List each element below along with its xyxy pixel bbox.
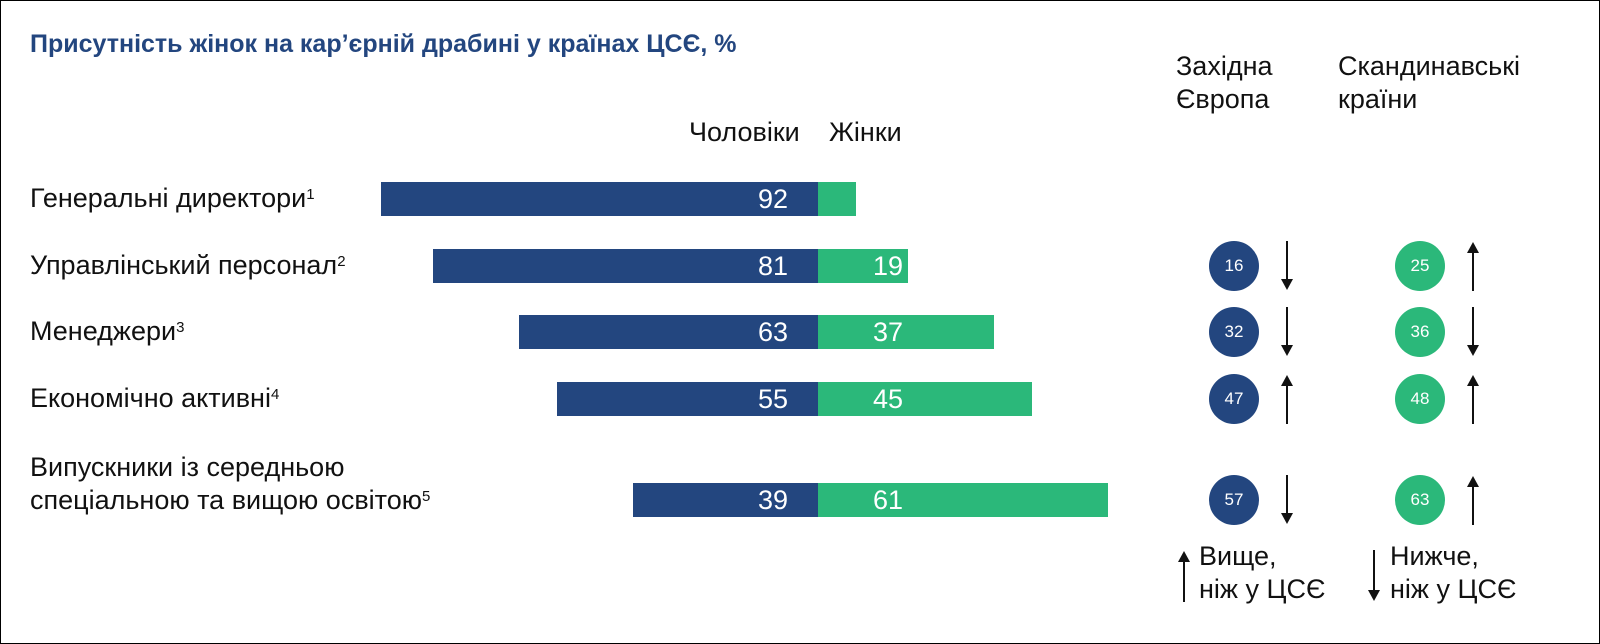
arrow-down-icon bbox=[1368, 550, 1380, 601]
men-bar bbox=[632, 483, 818, 517]
women-bar bbox=[818, 483, 1108, 517]
row-label-line2: спеціальною та вищою освітою bbox=[30, 485, 422, 515]
arrow-down-icon bbox=[1281, 241, 1293, 290]
row-label: Управлінський персонал2 bbox=[30, 249, 346, 282]
west-value-circle: 32 bbox=[1209, 307, 1259, 357]
header-scand-line1: Скандинавські bbox=[1338, 51, 1521, 81]
women-value-label: 61 bbox=[872, 485, 904, 515]
arrow-up-icon bbox=[1467, 375, 1479, 424]
west-value-circle: 57 bbox=[1209, 475, 1259, 525]
men-value-label: 39 bbox=[757, 485, 789, 515]
row-label-text: Економічно активні bbox=[30, 383, 271, 413]
women-value-label: 8 bbox=[880, 184, 896, 214]
scand-value-circle: 48 bbox=[1395, 374, 1445, 424]
legend-lower-line1: Нижче, bbox=[1390, 541, 1479, 571]
header-men: Чоловіки bbox=[689, 117, 800, 147]
footnote-mark: 3 bbox=[176, 319, 185, 336]
men-bar bbox=[433, 249, 818, 283]
row-label-text: Менеджери bbox=[30, 316, 177, 346]
men-value-label: 63 bbox=[757, 317, 789, 347]
chart-title: Присутність жінок на кар’єрній драбині у… bbox=[30, 30, 737, 58]
scand-value-circle: 36 bbox=[1395, 307, 1445, 357]
women-bar bbox=[818, 182, 856, 216]
women-value-label: 19 bbox=[872, 251, 904, 281]
footnote-mark: 1 bbox=[306, 186, 315, 203]
women-value-label: 45 bbox=[872, 384, 904, 414]
men-bar bbox=[556, 382, 818, 416]
women-value-label: 37 bbox=[872, 317, 904, 347]
row-label-text: Управлінський персонал bbox=[30, 250, 338, 280]
arrow-up-icon bbox=[1178, 551, 1190, 602]
row-label: Випускники із середньою спеціальною та в… bbox=[30, 451, 430, 517]
scand-value-circle: 63 bbox=[1395, 475, 1445, 525]
arrow-up-icon bbox=[1281, 375, 1293, 424]
arrow-down-icon bbox=[1281, 307, 1293, 356]
arrow-up-icon bbox=[1467, 476, 1479, 525]
women-bar bbox=[818, 315, 994, 349]
row-label-line1: Випускники із середньою bbox=[30, 452, 345, 482]
west-value-circle: 16 bbox=[1209, 241, 1259, 291]
footnote-mark: 2 bbox=[337, 253, 346, 270]
header-scand: Скандинавські країни bbox=[1338, 50, 1520, 116]
men-value-label: 92 bbox=[757, 184, 789, 214]
header-west-line2: Європа bbox=[1176, 84, 1270, 114]
women-bar bbox=[818, 382, 1032, 416]
row-label: Економічно активні4 bbox=[30, 382, 279, 415]
men-bar bbox=[381, 182, 818, 216]
footnote-mark: 4 bbox=[270, 386, 280, 403]
women-bar bbox=[818, 249, 909, 283]
header-women: Жінки bbox=[829, 117, 902, 147]
arrow-down-icon bbox=[1281, 475, 1293, 524]
header-scand-line2: країни bbox=[1338, 84, 1418, 114]
legend-higher: Вище, ніж у ЦСЄ bbox=[1199, 540, 1325, 606]
header-west: Західна Європа bbox=[1176, 50, 1273, 116]
legend-higher-line1: Вище, bbox=[1199, 541, 1277, 571]
arrow-down-icon bbox=[1467, 307, 1479, 356]
footnote-mark: 5 bbox=[422, 488, 431, 505]
legend-higher-line2: ніж у ЦСЄ bbox=[1199, 574, 1326, 604]
row-label-text: Генеральні директори bbox=[30, 183, 307, 213]
legend-lower: Нижче, ніж у ЦСЄ bbox=[1390, 540, 1516, 606]
row-label: Генеральні директори1 bbox=[30, 182, 315, 215]
header-west-line1: Західна bbox=[1176, 51, 1273, 81]
men-bar bbox=[518, 315, 818, 349]
men-value-label: 55 bbox=[757, 384, 789, 414]
scand-value-circle: 25 bbox=[1395, 241, 1445, 291]
men-value-label: 81 bbox=[757, 251, 789, 281]
arrow-up-icon bbox=[1467, 242, 1479, 291]
west-value-circle: 47 bbox=[1209, 374, 1259, 424]
row-label: Менеджери3 bbox=[30, 315, 184, 348]
legend-lower-line2: ніж у ЦСЄ bbox=[1390, 574, 1517, 604]
